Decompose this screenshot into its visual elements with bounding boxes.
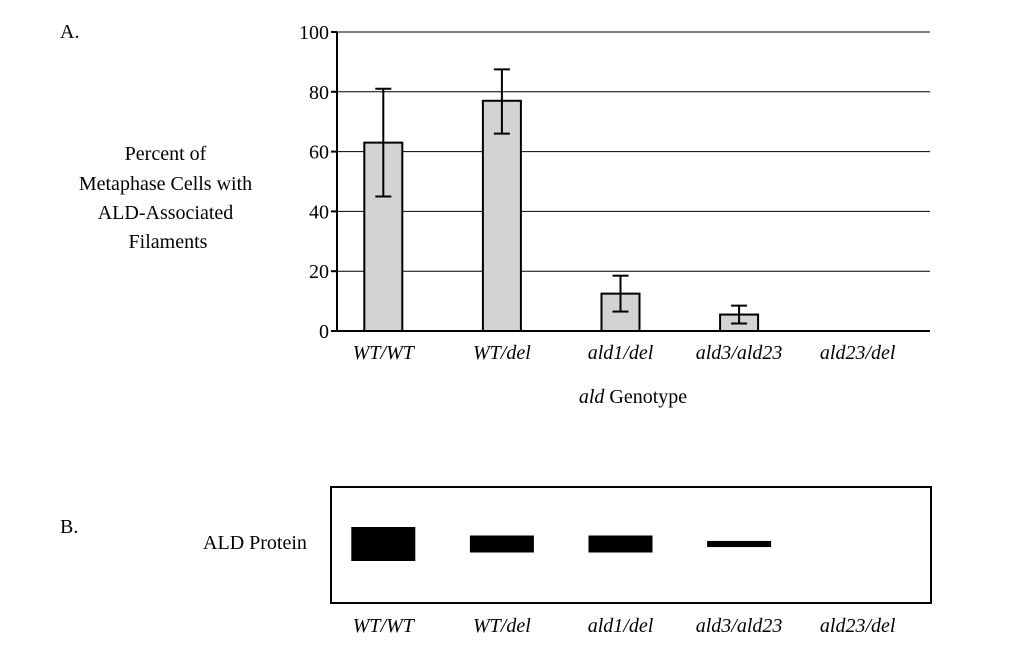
x-tick-label: ald1/del [588, 342, 654, 364]
panel-a-label: A. [60, 21, 79, 43]
y-axis-title-line-4: Filaments [129, 231, 208, 253]
blot-lane-label: ald23/del [820, 615, 896, 637]
blot-frame [330, 486, 932, 604]
x-axis-tick-labels: WT/WT WT/del ald1/del ald3/ald23 ald23/del [353, 342, 896, 364]
y-axis-title-line-2: Metaphase Cells with [79, 173, 252, 195]
panel-b-label: B. [60, 516, 78, 538]
blot-lane-label: WT/WT [353, 615, 416, 637]
blot-row-label: ALD Protein [203, 532, 307, 554]
bars [363, 99, 760, 332]
y-axis-title-line-3: ALD-Associated [98, 202, 234, 224]
y-axis-ticks: 0 20 40 60 80 100 [299, 22, 337, 343]
protein-band [469, 535, 534, 553]
x-axis-title-italic: ald [579, 386, 606, 408]
y-tick-label: 0 [319, 321, 329, 343]
western-blot-bands [351, 527, 772, 561]
gridlines [337, 31, 930, 272]
x-tick-label: ald3/ald23 [696, 342, 783, 364]
protein-band [588, 535, 653, 553]
x-tick-label: WT/del [473, 342, 531, 364]
protein-band [351, 527, 416, 561]
y-tick-label: 20 [309, 261, 329, 283]
blot-lane-label: ald3/ald23 [696, 615, 783, 637]
blot-lane-label: ald1/del [588, 615, 654, 637]
y-axis-title: Percent of Metaphase Cells with ALD-Asso… [79, 143, 257, 253]
y-axis-title-line-1: Percent of [125, 143, 207, 165]
x-axis-title-rest: Genotype [604, 386, 687, 408]
y-tick-label: 60 [309, 142, 329, 164]
y-tick-label: 80 [309, 82, 329, 104]
x-tick-label: WT/WT [353, 342, 416, 364]
x-axis-title: ald Genotype [579, 386, 687, 408]
x-tick-label: ald23/del [820, 342, 896, 364]
y-tick-label: 100 [299, 22, 329, 44]
bar [481, 99, 522, 332]
blot-lane-labels: WT/WT WT/del ald1/del ald3/ald23 ald23/del [353, 615, 896, 637]
protein-band [707, 540, 772, 548]
y-tick-label: 40 [309, 201, 329, 223]
blot-lane-label: WT/del [473, 615, 531, 637]
error-bars [375, 68, 748, 325]
